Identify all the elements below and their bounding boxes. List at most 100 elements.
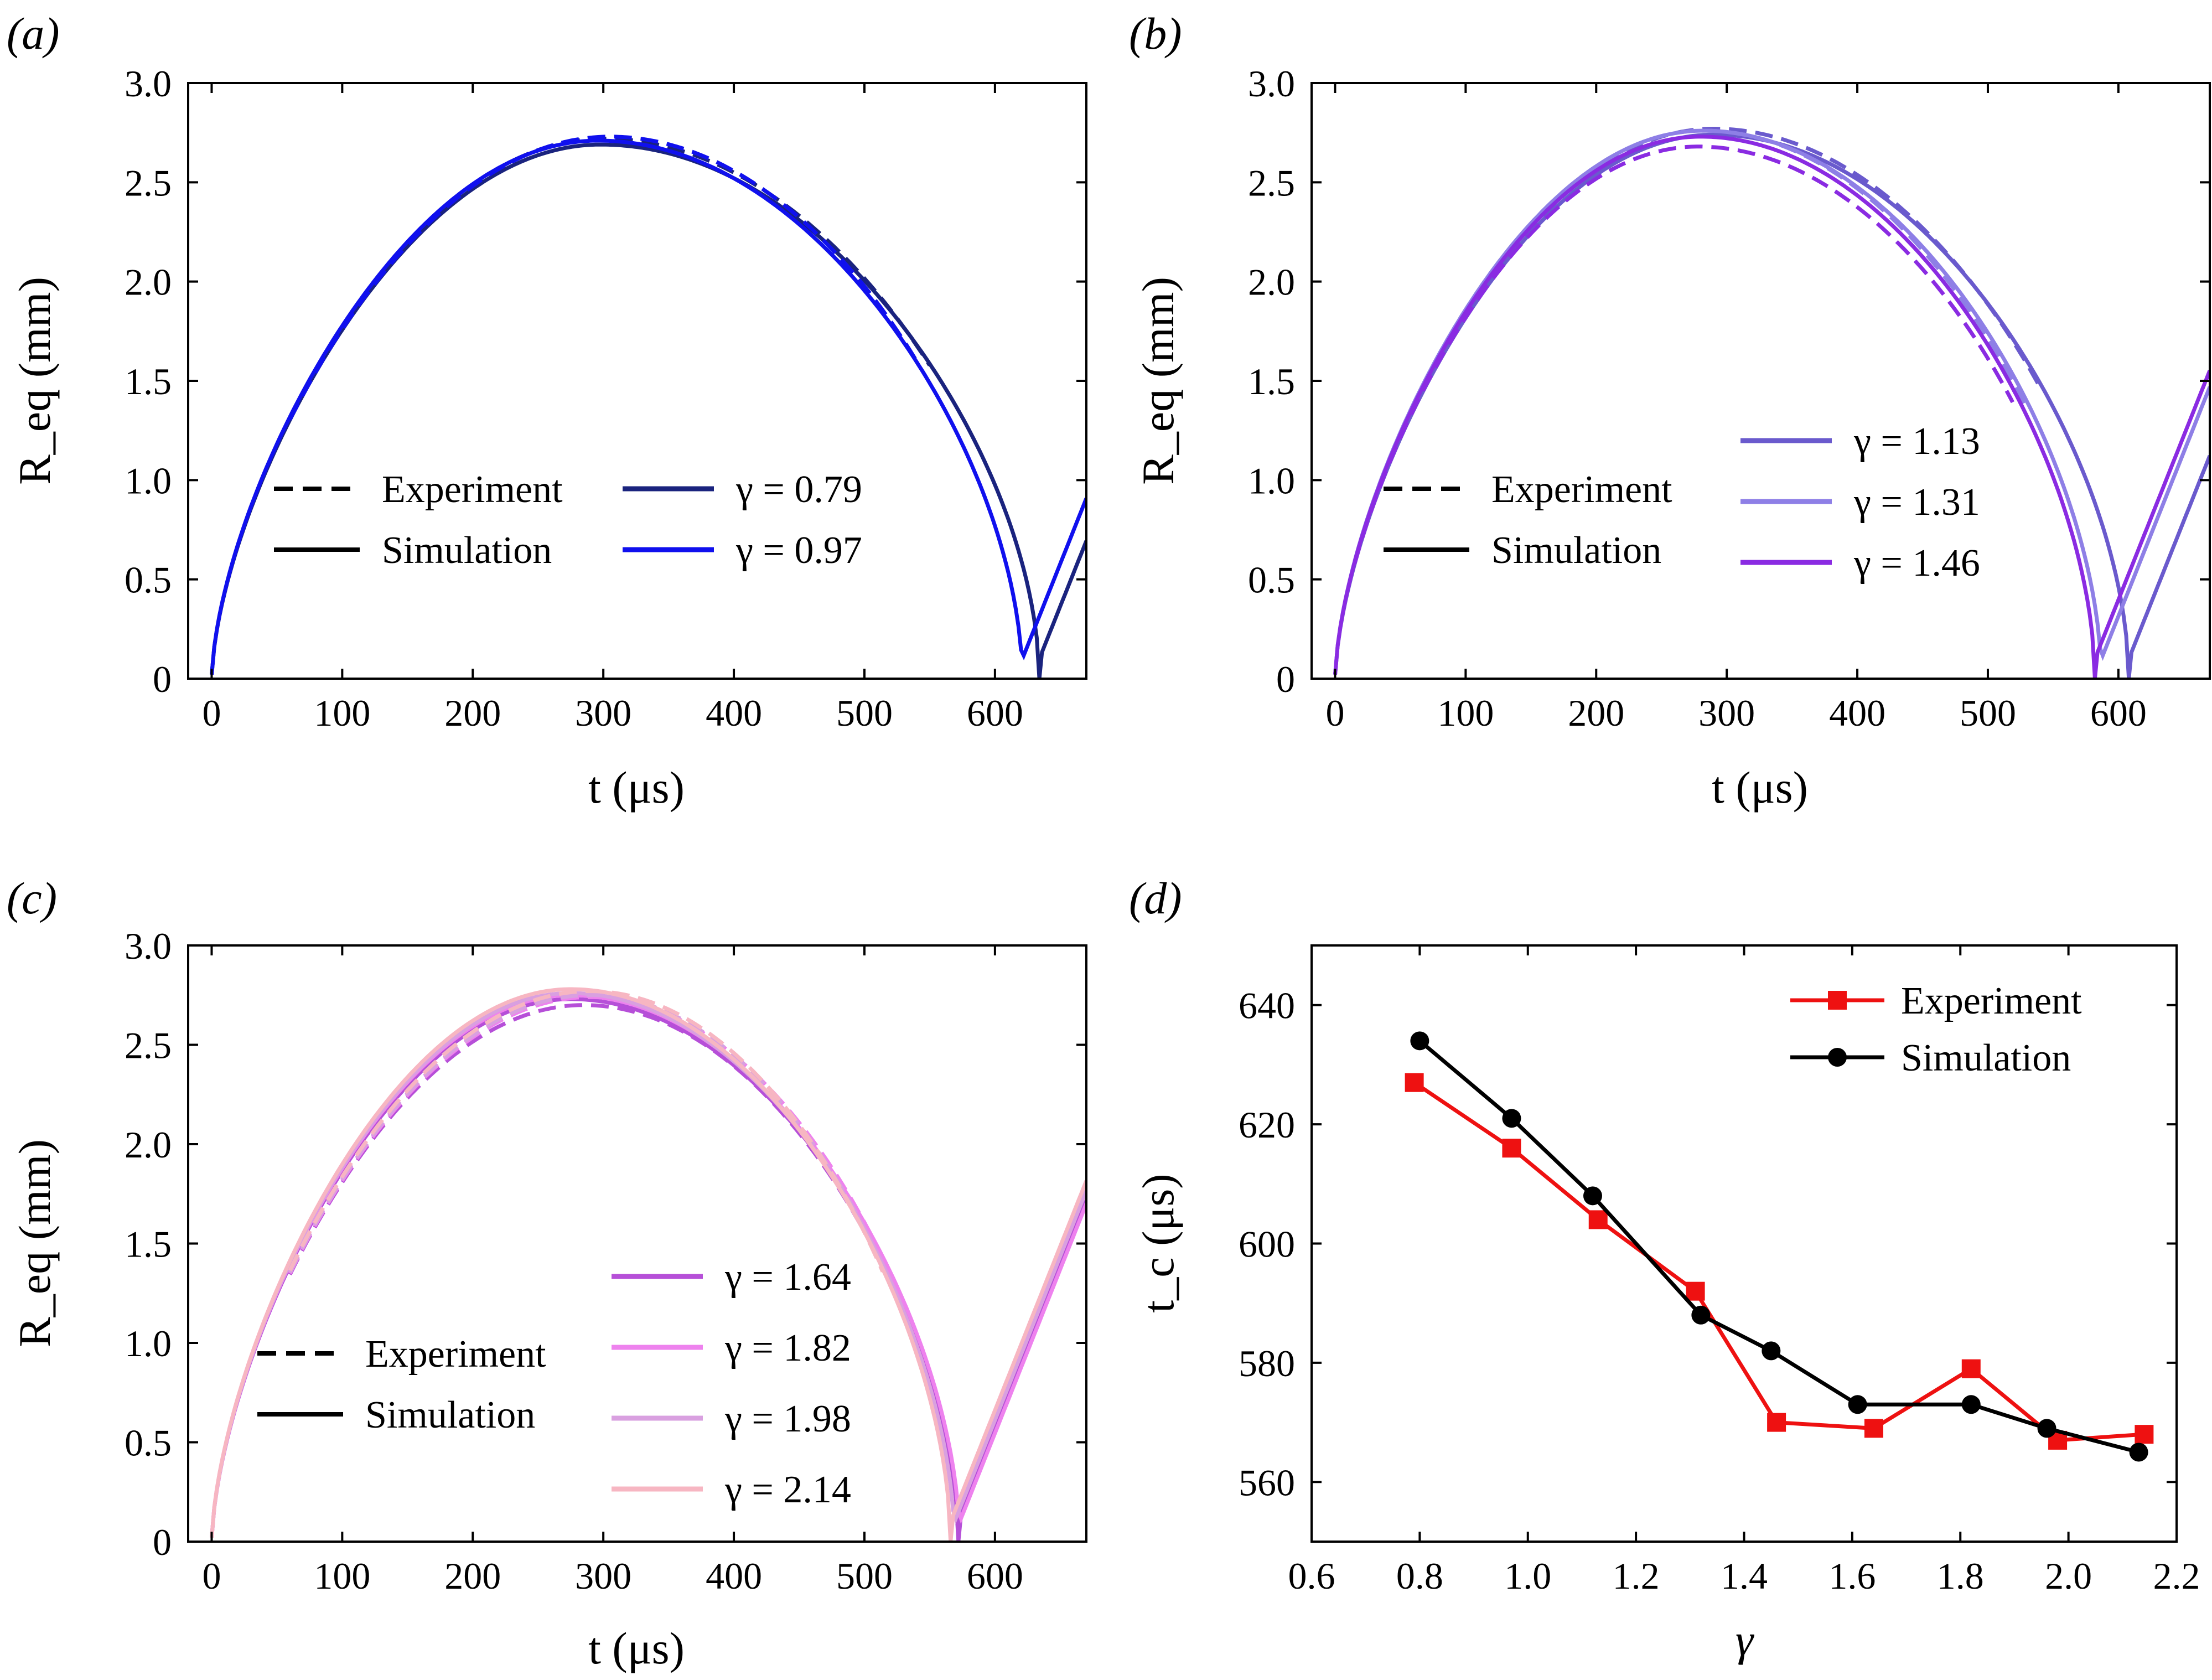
panel-d: (d) 0.6 0.8 1.0 1.2 1.4 1.6 1.8 2.0 2.2 560 580 600… (1129, 873, 2200, 1665)
simulation-line (210, 991, 1086, 1538)
simulation-point (1410, 1031, 1429, 1051)
x-tick-label: 0 (1325, 692, 1344, 734)
x-tick-label: 0.8 (1396, 1555, 1443, 1597)
y-tick-label: 640 (1239, 985, 1295, 1027)
legend-label-experiment: Experiment (382, 468, 563, 511)
x-tick-label: 500 (1960, 692, 2016, 734)
legend-marker-circle (1828, 1048, 1847, 1067)
simulation-line (210, 993, 1086, 1538)
legend-label-simulation: Simulation (1901, 1037, 2071, 1079)
y-tick-label: 2.5 (125, 162, 172, 204)
x-tick-label: 0 (202, 692, 221, 734)
x-tick-label: 2.0 (2045, 1555, 2092, 1597)
legend-label-simulation: Simulation (1491, 529, 1661, 572)
plot-a-series (210, 135, 1086, 679)
simulation-line (210, 142, 1086, 679)
legend-label-experiment: Experiment (1491, 468, 1672, 511)
experiment-line (288, 989, 885, 1273)
simulation-point (2037, 1419, 2056, 1438)
x-tick-label: 0 (202, 1555, 221, 1597)
plot-a-curves (210, 135, 1086, 679)
x-tick-label: 1.2 (1613, 1555, 1660, 1597)
legend-label-gamma: γ = 2.14 (724, 1469, 851, 1511)
experiment-line (288, 1003, 893, 1285)
y-tick-label: 0 (1276, 658, 1295, 700)
x-tick-label: 600 (2090, 692, 2147, 734)
simulation-line (210, 138, 1086, 675)
experiment-point (1686, 1281, 1705, 1301)
y-tick-label: 2.5 (1248, 162, 1295, 204)
y-tick-label: 3.0 (125, 925, 172, 967)
experiment-line (288, 995, 898, 1288)
experiment-line (1353, 144, 2014, 564)
x-tick-label: 1.0 (1504, 1555, 1551, 1597)
simulation-point (1762, 1341, 1781, 1361)
x-tick-label: 200 (444, 1555, 501, 1597)
y-tick-label: 600 (1239, 1223, 1295, 1265)
y-tick-label: 0 (153, 1521, 172, 1563)
legend-label-gamma: γ = 1.13 (1853, 420, 1980, 463)
y-tick-label: 620 (1239, 1104, 1295, 1146)
plot-b-ticks: 0 100 200 300 400 500 600 0 0.5 1.0 1.5 2.0 2.5 3.0 (1248, 63, 2210, 734)
y-axis-label-d-text: t_c (μs) (1133, 1174, 1183, 1312)
y-tick-label: 560 (1239, 1461, 1295, 1503)
y-axis-label-a: R_eq (mm) (9, 277, 60, 485)
x-tick-label: 200 (444, 692, 501, 734)
plot-b-curves (1333, 127, 2210, 679)
x-axis-label-d: γ (1736, 1615, 1755, 1665)
panel-c: (c) 0 100 200 300 400 500 600 0 0.5 1.0 1.5 2.0 2.5 3… (7, 873, 1087, 1673)
legend-label-gamma: γ = 0.79 (735, 468, 862, 511)
simulation-line (1333, 128, 2210, 675)
y-tick-label: 3.0 (125, 63, 172, 105)
x-tick-label: 1.6 (1828, 1555, 1876, 1597)
y-tick-label: 2.0 (1248, 261, 1295, 303)
simulation-point (1848, 1395, 1867, 1414)
panel-label-b: (b) (1129, 8, 1182, 59)
y-tick-label: 1.0 (125, 1322, 172, 1364)
panel-a: (a) 0 100 200 300 400 500 600 0 0.5 1.0 1.5 2.0 2.5 3… (7, 8, 1087, 813)
x-tick-label: 100 (1437, 692, 1494, 734)
tc-line-simulation (1418, 1039, 2140, 1454)
x-tick-label: 300 (575, 692, 631, 734)
y-tick-label: 1.5 (1248, 360, 1295, 402)
plot-a-frame (187, 82, 1087, 680)
y-axis-label-c: R_eq (mm) (9, 1139, 60, 1347)
panel-label-d: (d) (1129, 873, 1182, 923)
plot-a-ticks: 0 100 200 300 400 500 600 0 0.5 1.0 1.5 2.0 2.5 3.0 (125, 63, 1086, 734)
experiment-line (288, 135, 919, 421)
legend-label-gamma: γ = 1.82 (724, 1327, 851, 1369)
simulation-point (1691, 1305, 1711, 1325)
experiment-point (1767, 1413, 1786, 1432)
simulation-line (1333, 135, 2210, 679)
x-tick-label: 1.4 (1721, 1555, 1768, 1597)
x-tick-label: 400 (706, 1555, 762, 1597)
simulation-point (1583, 1186, 1602, 1206)
legend-marker-square (1828, 991, 1847, 1010)
plot-c-curves (210, 987, 1086, 1542)
plot-b-frame (1310, 82, 2211, 680)
y-axis-label-d: t_c (μs) (1133, 1174, 1183, 1312)
y-tick-label: 2.0 (125, 1124, 172, 1166)
x-tick-label: 200 (1568, 692, 1624, 734)
experiment-point (2135, 1425, 2154, 1444)
x-tick-label: 300 (1698, 692, 1755, 734)
legend-a: Experiment Simulation γ = 0.79 γ = 0.97 (274, 468, 862, 572)
experiment-point (1961, 1359, 1981, 1378)
y-tick-label: 0.5 (125, 1422, 172, 1464)
y-tick-label: 0 (153, 658, 172, 700)
legend-label-gamma: γ = 1.98 (724, 1398, 851, 1440)
y-axis-label-a-text: R_eq (mm) (9, 277, 60, 485)
x-tick-label: 100 (314, 1555, 370, 1597)
simulation-point (1502, 1109, 1521, 1128)
plot-d-ticks: 0.6 0.8 1.0 1.2 1.4 1.6 1.8 2.0 2.2 560 580 600 620 6… (1239, 945, 2200, 1597)
panel-b: (b) 0 100 200 300 400 500 600 0 0.5 1.0 1.5 2.0 2.5 3… (1129, 8, 2211, 813)
panel-label-a: (a) (7, 8, 60, 59)
x-tick-label: 400 (1829, 692, 1885, 734)
y-axis-label-c-text: R_eq (mm) (9, 1139, 60, 1347)
y-tick-label: 0.5 (1248, 559, 1295, 601)
y-tick-label: 3.0 (1248, 63, 1295, 105)
legend-b: Experiment Simulation γ = 1.13 γ = 1.31 γ = … (1384, 420, 1980, 585)
x-tick-label: 400 (706, 692, 762, 734)
plot-d-frame (1310, 944, 2178, 1543)
